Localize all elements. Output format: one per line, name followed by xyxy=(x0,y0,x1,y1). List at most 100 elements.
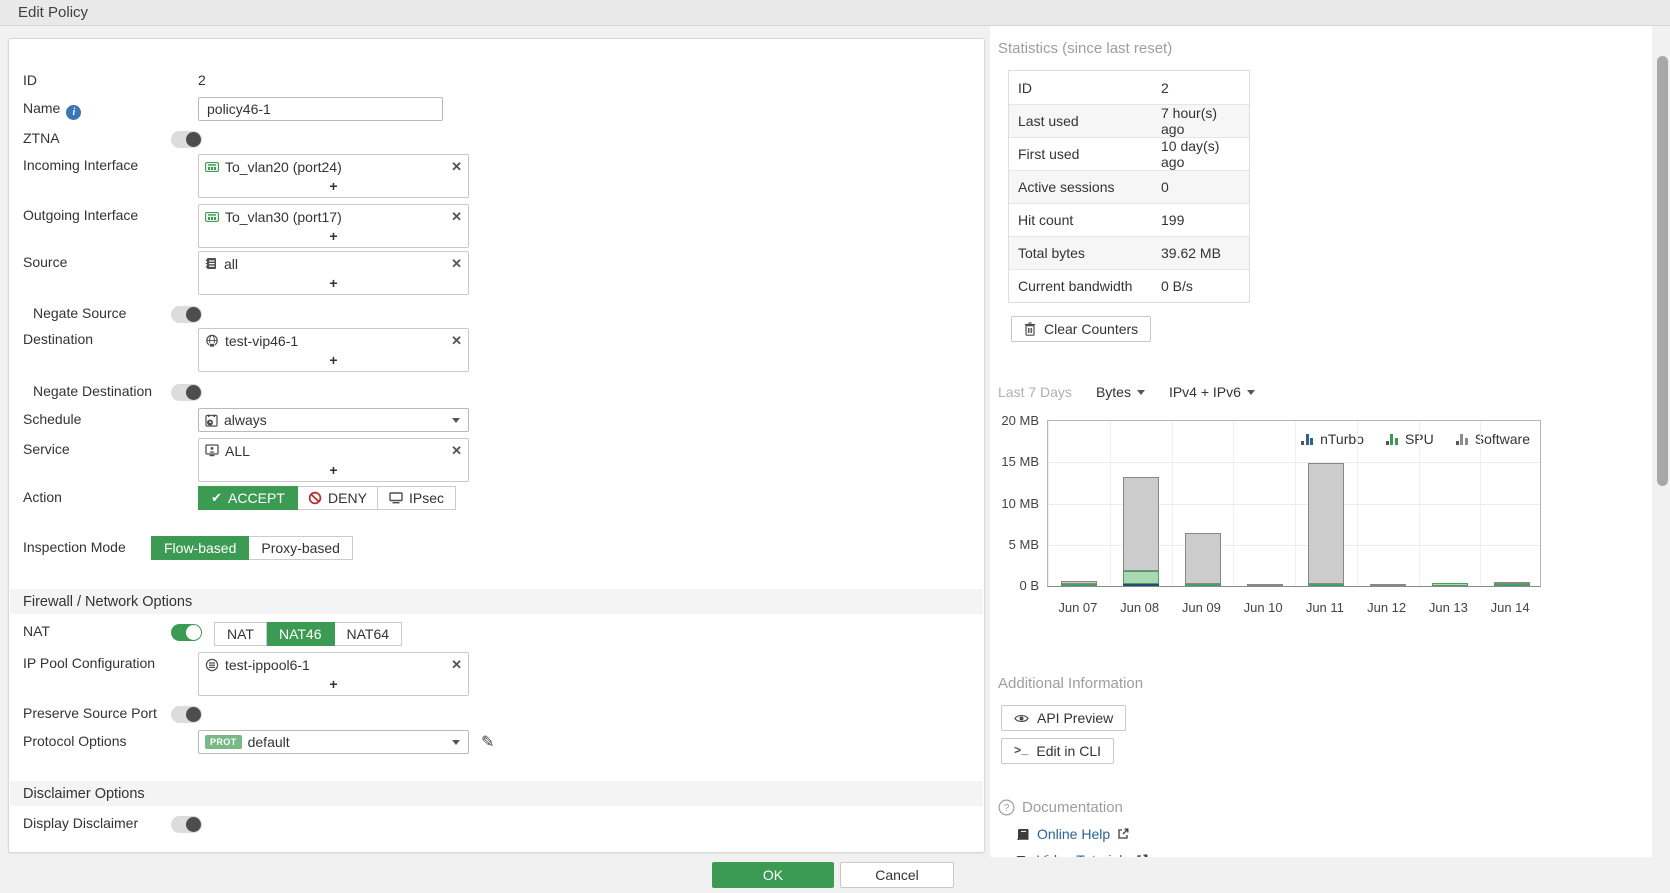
edit-in-cli-button[interactable]: >_ Edit in CLI xyxy=(1001,738,1114,764)
bar-chart-icon xyxy=(1385,433,1398,445)
add-entry-button[interactable]: + xyxy=(329,228,338,244)
x-tick-label: Jun 14 xyxy=(1490,600,1530,615)
bar-chart-icon xyxy=(1301,433,1314,445)
chart-column xyxy=(1109,421,1172,586)
action-deny-button[interactable]: DENY xyxy=(298,486,378,510)
stacked-bar[interactable] xyxy=(1123,477,1160,586)
row-negate-source: Negate Source xyxy=(23,304,202,323)
row-outgoing-interface: Outgoing Interface To_vlan30 (port17) ✕ … xyxy=(23,204,469,248)
name-input[interactable] xyxy=(198,97,443,121)
chart-unit-dropdown[interactable]: Bytes xyxy=(1096,384,1145,400)
add-entry-button[interactable]: + xyxy=(329,352,338,368)
remove-icon[interactable]: ✕ xyxy=(451,333,462,348)
edit-pencil-icon[interactable]: ✎ xyxy=(481,734,495,751)
api-preview-button[interactable]: API Preview xyxy=(1001,705,1127,731)
row-schedule: Schedule always xyxy=(23,408,469,432)
entity-entry[interactable]: all ✕ xyxy=(199,252,468,275)
info-icon[interactable]: i xyxy=(66,105,82,120)
inspection-flow-button[interactable]: Flow-based xyxy=(151,536,250,560)
chart-x-axis: Jun 07 Jun 08 Jun 09 Jun 10 Jun 11 Jun 12 Jun … xyxy=(1047,600,1541,615)
action-accept-button[interactable]: ✔ ACCEPT xyxy=(198,486,298,510)
schedule-icon xyxy=(205,414,218,427)
x-tick-label: Jun 10 xyxy=(1243,600,1283,615)
bar-segment-software xyxy=(1246,584,1283,586)
add-entry-button[interactable]: + xyxy=(329,676,338,692)
row-name: Name i xyxy=(23,97,443,121)
video-icon xyxy=(1016,854,1030,857)
nat-option-nat[interactable]: NAT xyxy=(214,622,267,646)
nat-toggle[interactable] xyxy=(171,624,202,641)
remove-icon[interactable]: ✕ xyxy=(451,256,462,271)
outgoing-interface-box: To_vlan30 (port17) ✕ + xyxy=(198,204,469,248)
row-incoming-interface: Incoming Interface To_vlan20 (port24) ✕ … xyxy=(23,154,469,198)
statistics-title: Statistics (since last reset) xyxy=(998,40,1173,57)
ztna-toggle[interactable] xyxy=(171,131,202,148)
entity-entry[interactable]: To_vlan20 (port24) ✕ xyxy=(199,155,468,178)
row-negate-destination: Negate Destination xyxy=(23,382,202,401)
nat-option-nat64[interactable]: NAT64 xyxy=(334,622,403,646)
inspection-proxy-button[interactable]: Proxy-based xyxy=(249,536,353,560)
chart-column xyxy=(1233,421,1295,586)
interface-icon xyxy=(205,161,219,173)
scrollbar-thumb[interactable] xyxy=(1657,56,1668,486)
traffic-chart: 20 MB 15 MB 10 MB 5 MB 0 B nTurbo SPU Softwa… xyxy=(995,413,1547,624)
ok-button[interactable]: OK xyxy=(712,862,834,888)
scrollbar-track[interactable] xyxy=(1652,26,1670,893)
clear-counters-button[interactable]: Clear Counters xyxy=(1011,316,1152,342)
stacked-bar[interactable] xyxy=(1493,582,1530,586)
gridline xyxy=(1048,545,1540,546)
ippool-box: test-ippool6-1 ✕ + xyxy=(198,652,469,696)
remove-icon[interactable]: ✕ xyxy=(451,209,462,224)
documentation-title: Documentation xyxy=(1022,799,1123,816)
negate-source-toggle[interactable] xyxy=(171,306,202,323)
remove-icon[interactable]: ✕ xyxy=(451,159,462,174)
negate-destination-toggle[interactable] xyxy=(171,384,202,401)
stacked-bar[interactable] xyxy=(1061,581,1098,586)
remove-icon[interactable]: ✕ xyxy=(451,443,462,458)
entity-entry[interactable]: test-vip46-1 ✕ xyxy=(199,329,468,352)
entity-entry[interactable]: ALL ✕ xyxy=(199,439,468,462)
add-entry-button[interactable]: + xyxy=(329,178,338,194)
action-ipsec-button[interactable]: IPsec xyxy=(378,486,456,510)
row-id: ID 2 xyxy=(23,69,206,88)
y-tick-label: 15 MB xyxy=(1001,454,1039,469)
remove-icon[interactable]: ✕ xyxy=(451,657,462,672)
x-tick-label: Jun 08 xyxy=(1120,600,1160,615)
entity-entry[interactable]: To_vlan30 (port17) ✕ xyxy=(199,205,468,228)
prot-badge: PROT xyxy=(205,735,242,749)
chart-family-dropdown[interactable]: IPv4 + IPv6 xyxy=(1169,384,1255,400)
book-icon xyxy=(1016,828,1030,841)
schedule-value: always xyxy=(224,412,267,428)
add-entry-button[interactable]: + xyxy=(329,275,338,291)
source-label: Source xyxy=(23,254,68,270)
stacked-bar[interactable] xyxy=(1184,533,1221,586)
id-value: 2 xyxy=(198,72,206,88)
outgoing-interface-label: Outgoing Interface xyxy=(23,207,139,223)
cancel-button[interactable]: Cancel xyxy=(840,862,954,888)
table-row: Current bandwidth 0 B/s xyxy=(1009,269,1249,302)
display-disclaimer-toggle[interactable] xyxy=(171,816,202,833)
nat-option-nat46[interactable]: NAT46 xyxy=(266,622,335,646)
name-label: Name xyxy=(23,100,61,116)
y-tick-label: 10 MB xyxy=(1001,496,1039,511)
nat-label: NAT xyxy=(23,623,50,639)
online-help-link[interactable]: Online Help xyxy=(1037,826,1111,842)
schedule-dropdown[interactable]: always xyxy=(198,408,469,432)
stacked-bar[interactable] xyxy=(1308,463,1345,586)
legend-item-software: Software xyxy=(1455,431,1530,447)
add-entry-button[interactable]: + xyxy=(329,462,338,478)
chevron-down-icon xyxy=(452,739,460,745)
stacked-bar[interactable] xyxy=(1370,584,1407,586)
video-tutorials-link[interactable]: Video Tutorials xyxy=(1037,852,1129,857)
row-destination: Destination test-vip46-1 ✕ + xyxy=(23,328,469,372)
stacked-bar[interactable] xyxy=(1246,584,1283,586)
preserve-source-port-toggle[interactable] xyxy=(171,706,202,723)
schedule-label: Schedule xyxy=(23,411,82,427)
entity-entry[interactable]: test-ippool6-1 ✕ xyxy=(199,653,468,676)
protocol-options-dropdown[interactable]: PROT default xyxy=(198,730,469,754)
stacked-bar[interactable] xyxy=(1431,583,1468,586)
inspection-segmented: Flow-based Proxy-based xyxy=(151,536,353,560)
row-inspection-mode: Inspection Mode Flow-based Proxy-based xyxy=(23,536,353,560)
deny-icon xyxy=(308,491,322,505)
terminal-icon: >_ xyxy=(1014,744,1029,758)
